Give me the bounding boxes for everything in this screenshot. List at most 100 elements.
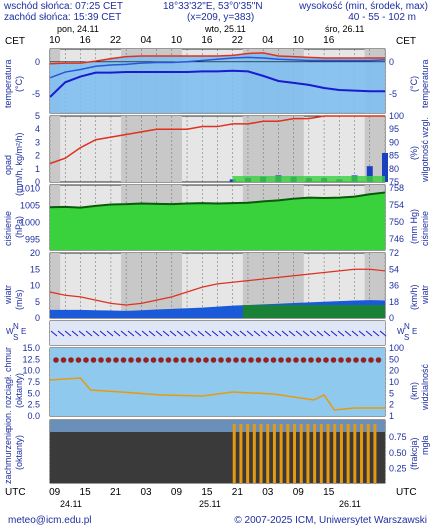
vis-dot bbox=[323, 357, 329, 363]
fog-bar bbox=[326, 424, 330, 483]
vis-dot bbox=[98, 357, 104, 363]
vis-dot bbox=[83, 357, 89, 363]
pressure-tick-left-3: 995 bbox=[25, 235, 40, 245]
precip-tick-right-0: 100 bbox=[389, 111, 404, 121]
vis-right-unit: (km) bbox=[409, 382, 419, 400]
wind-arrow bbox=[379, 330, 387, 337]
fog-bar bbox=[366, 424, 370, 483]
hour-top-3: 04 bbox=[140, 35, 152, 46]
temp-series-0 bbox=[49, 52, 385, 65]
wind-arrow bbox=[78, 330, 86, 337]
sunset-text: zachód słońca: 15:39 CET bbox=[4, 12, 122, 23]
pressure-left-label: ciśnienie bbox=[3, 210, 13, 246]
vis-dot bbox=[330, 357, 337, 363]
fog-bar bbox=[252, 424, 256, 483]
vis-dot bbox=[240, 357, 247, 363]
temp-series-2 bbox=[49, 69, 385, 98]
vis-dot bbox=[53, 357, 59, 363]
hour-bottom-4: 09 bbox=[170, 487, 183, 498]
hour-top-0: 10 bbox=[49, 35, 61, 46]
wind-arrow bbox=[113, 330, 121, 337]
wind-arrow bbox=[57, 330, 65, 337]
wind-arrow bbox=[190, 330, 198, 337]
vis-tick-left-1: 12.5 bbox=[22, 354, 40, 364]
temp-right-unit: (°C) bbox=[409, 75, 419, 92]
wind-dir-left-3: S bbox=[13, 333, 19, 342]
fog-bar bbox=[360, 424, 364, 483]
hour-top-7: 04 bbox=[262, 35, 274, 46]
wind-arrow bbox=[176, 330, 184, 337]
vis-left-unit: (oktanty) bbox=[14, 372, 24, 408]
wind-arrow bbox=[99, 330, 107, 337]
vis-dot bbox=[308, 357, 314, 363]
pressure-tick-right-0: 758 bbox=[389, 183, 404, 193]
humidity-line bbox=[49, 115, 385, 165]
night-band-wind-0 bbox=[50, 253, 61, 318]
wind-arrow bbox=[204, 330, 212, 337]
hour-bottom-0: 09 bbox=[49, 487, 61, 498]
wind-gust-line bbox=[49, 268, 386, 306]
wind-right-label: wiatr bbox=[420, 284, 430, 304]
wind-tick-left-1: 15 bbox=[30, 264, 40, 274]
vis-dot bbox=[375, 357, 382, 363]
footer-email[interactable]: meteo@icm.edu.pl bbox=[8, 515, 92, 526]
temp-left-label: temperatura bbox=[3, 59, 13, 108]
wind-arrow bbox=[155, 330, 163, 337]
vis-dot bbox=[165, 357, 172, 363]
precip-tick-left-5: 0 bbox=[35, 177, 40, 187]
night-band-precip-1 bbox=[121, 116, 182, 182]
wind-arrow bbox=[295, 330, 303, 337]
wind-arrow bbox=[64, 330, 72, 337]
fog-bar bbox=[319, 424, 323, 483]
hour-top-6: 22 bbox=[231, 35, 243, 46]
vis-dot bbox=[225, 357, 232, 363]
fog-bar bbox=[293, 424, 297, 483]
precip-bar bbox=[366, 166, 373, 182]
night-band-wind-1 bbox=[121, 253, 182, 318]
vis-tick-left-3: 7.5 bbox=[27, 377, 40, 387]
coords-text: 18°33'32"E, 53°0'35"N bbox=[163, 1, 263, 12]
day-label-3: śro, 26.11 bbox=[325, 24, 365, 34]
vis-tick-left-4: 5.0 bbox=[27, 388, 40, 398]
temp-tick-right-0: 0 bbox=[389, 57, 394, 67]
wind-arrow bbox=[288, 330, 296, 337]
vis-dot bbox=[270, 357, 277, 363]
precip-tick-left-0: 5 bbox=[35, 111, 40, 121]
fog-bar bbox=[306, 424, 310, 483]
precip-tick-right-4: 80 bbox=[389, 164, 399, 174]
fog-bar bbox=[279, 424, 283, 483]
wind-dir-left-0: W bbox=[6, 327, 14, 336]
wind-arrow bbox=[141, 330, 149, 337]
hour-bottom-3: 03 bbox=[140, 487, 152, 498]
wind-arrow bbox=[365, 330, 373, 337]
wind-arrow bbox=[197, 330, 205, 337]
precip-left-unit: (mm/h, kg/m²/h) bbox=[14, 132, 24, 196]
vis-dot bbox=[188, 357, 194, 363]
footer-copyright: © 2007-2025 ICM, Uniwersytet Warszawski bbox=[234, 515, 427, 526]
wind-arrow bbox=[71, 330, 79, 337]
temp-left-unit: (°C) bbox=[14, 75, 24, 92]
fog-bar bbox=[333, 424, 337, 483]
fog-bar bbox=[339, 424, 343, 483]
wind-dir-right-1: N bbox=[404, 322, 410, 331]
wind-arrow bbox=[92, 330, 100, 337]
vis-dot bbox=[113, 357, 119, 363]
vis-tick-right-0: 100 bbox=[389, 343, 404, 353]
hour-bottom-5: 15 bbox=[201, 487, 213, 498]
vis-dot bbox=[120, 357, 127, 363]
wind-arrow bbox=[239, 330, 247, 337]
vis-tick-right-2: 20 bbox=[389, 366, 399, 376]
hour-bottom-6: 21 bbox=[231, 487, 243, 498]
pressure-tick-right-3: 746 bbox=[389, 234, 404, 244]
fog-bar bbox=[353, 424, 357, 483]
fog-bar bbox=[239, 424, 243, 483]
night-band-precip-2 bbox=[242, 116, 304, 182]
temp-tick-right-1: -5 bbox=[389, 89, 397, 99]
date-bottom-3: 26.11 bbox=[339, 499, 361, 509]
temp-series-1 bbox=[49, 56, 386, 79]
wind-arrow bbox=[211, 330, 219, 337]
vis-dot bbox=[60, 357, 67, 363]
wind-arrow bbox=[253, 330, 261, 337]
wind-dir-left-1: N bbox=[13, 322, 19, 331]
pressure-tick-right-2: 750 bbox=[389, 217, 404, 227]
